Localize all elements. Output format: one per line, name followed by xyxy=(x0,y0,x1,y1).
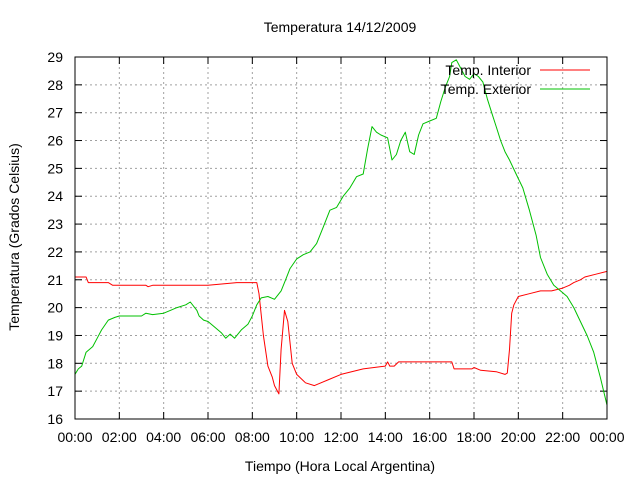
legend-label-interior: Temp. Interior xyxy=(445,62,531,78)
legend: Temp. Interior Temp. Exterior xyxy=(441,62,590,97)
y-tick-label: 27 xyxy=(47,105,63,121)
x-axis-label: Tiempo (Hora Local Argentina) xyxy=(245,458,435,474)
x-tick-label: 20:00 xyxy=(501,429,536,445)
x-tick-label: 06:00 xyxy=(190,429,225,445)
plot-frame xyxy=(74,56,608,420)
series-line-temp-interior xyxy=(75,270,608,395)
x-tick-label: 18:00 xyxy=(456,429,491,445)
y-tick-label: 26 xyxy=(47,133,63,149)
y-tick-label: 18 xyxy=(47,355,63,371)
y-tick-label: 29 xyxy=(47,49,63,65)
y-tick-label: 20 xyxy=(47,300,63,316)
x-tick-label: 00:00 xyxy=(589,429,624,445)
y-tick-label: 22 xyxy=(47,244,63,260)
chart-title: Temperatura 14/12/2009 xyxy=(264,19,417,35)
y-tick-label: 16 xyxy=(47,411,63,427)
x-tick-label: 14:00 xyxy=(368,429,403,445)
x-tick-label: 00:00 xyxy=(57,429,92,445)
y-tick-label: 23 xyxy=(47,216,63,232)
y-axis-label: Temperatura (Grados Celsius) xyxy=(6,143,22,331)
series-line-temp-exterior xyxy=(74,59,608,406)
x-tick-label: 22:00 xyxy=(545,429,580,445)
x-tick-label: 02:00 xyxy=(102,429,137,445)
x-tick-label: 12:00 xyxy=(323,429,358,445)
x-tick-label: 16:00 xyxy=(412,429,447,445)
tick-labels: 16 17 18 19 20 21 22 23 24 25 26 27 28 29 00:00 02:00 04… xyxy=(47,49,624,445)
y-tick-label: 19 xyxy=(47,327,63,343)
legend-label-exterior: Temp. Exterior xyxy=(441,81,532,97)
x-tick-label: 08:00 xyxy=(235,429,270,445)
y-tick-label: 24 xyxy=(47,188,63,204)
grid-lines xyxy=(75,57,607,419)
y-tick-label: 21 xyxy=(47,272,63,288)
series-lines xyxy=(74,59,608,406)
x-tick-label: 10:00 xyxy=(279,429,314,445)
y-tick-label: 25 xyxy=(47,160,63,176)
x-tick-label: 04:00 xyxy=(146,429,181,445)
y-tick-label: 28 xyxy=(47,77,63,93)
y-tick-label: 17 xyxy=(47,383,63,399)
